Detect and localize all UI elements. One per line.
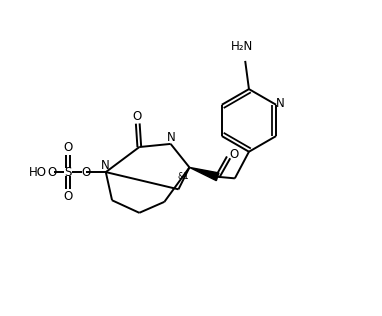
- Text: N: N: [100, 159, 109, 172]
- Text: N: N: [276, 97, 285, 110]
- Text: &1: &1: [178, 172, 190, 181]
- Text: N: N: [167, 131, 175, 143]
- Text: H₂N: H₂N: [231, 40, 253, 53]
- Polygon shape: [189, 167, 219, 181]
- Text: O: O: [47, 166, 56, 179]
- Text: O: O: [229, 149, 238, 161]
- Text: O: O: [63, 141, 73, 154]
- Text: S: S: [65, 166, 72, 179]
- Text: HO: HO: [29, 166, 47, 179]
- Text: O: O: [63, 190, 73, 203]
- Text: O: O: [81, 166, 91, 179]
- Text: O: O: [133, 110, 142, 123]
